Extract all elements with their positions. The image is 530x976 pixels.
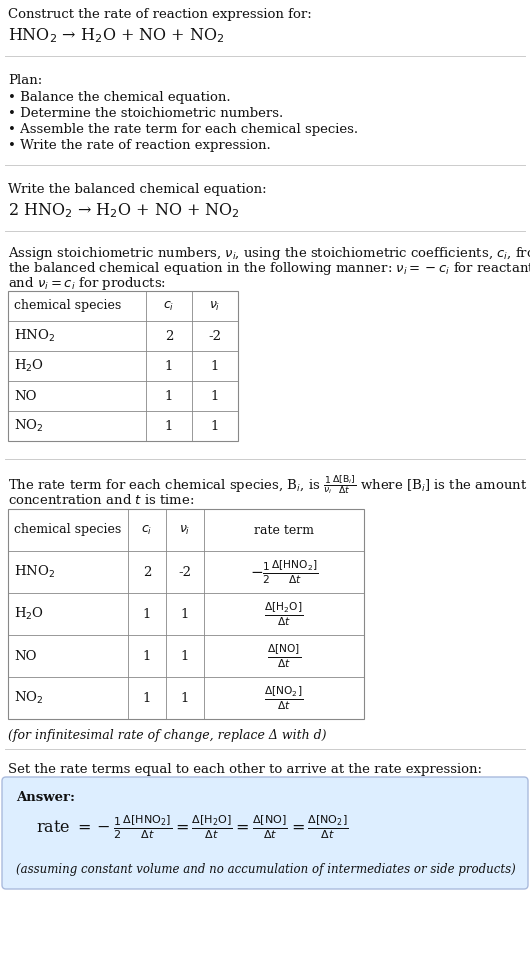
Text: 2: 2 bbox=[165, 330, 173, 343]
Text: HNO$_2$ → H$_2$O + NO + NO$_2$: HNO$_2$ → H$_2$O + NO + NO$_2$ bbox=[8, 26, 225, 45]
Text: NO: NO bbox=[14, 389, 37, 402]
Text: 1: 1 bbox=[181, 692, 189, 705]
Text: HNO$_2$: HNO$_2$ bbox=[14, 564, 55, 580]
Text: and $\nu_i = c_i$ for products:: and $\nu_i = c_i$ for products: bbox=[8, 275, 166, 292]
Text: 1: 1 bbox=[181, 607, 189, 621]
Text: Plan:: Plan: bbox=[8, 74, 42, 87]
Text: 1: 1 bbox=[211, 389, 219, 402]
Text: Assign stoichiometric numbers, $\nu_i$, using the stoichiometric coefficients, $: Assign stoichiometric numbers, $\nu_i$, … bbox=[8, 245, 530, 262]
Text: chemical species: chemical species bbox=[14, 523, 121, 537]
Text: $\frac{\Delta[\mathrm{NO}]}{\Delta t}$: $\frac{\Delta[\mathrm{NO}]}{\Delta t}$ bbox=[267, 642, 301, 670]
Text: 1: 1 bbox=[143, 649, 151, 663]
Text: concentration and $t$ is time:: concentration and $t$ is time: bbox=[8, 493, 195, 507]
Text: 1: 1 bbox=[165, 359, 173, 373]
Text: • Assemble the rate term for each chemical species.: • Assemble the rate term for each chemic… bbox=[8, 123, 358, 136]
Text: 2: 2 bbox=[143, 565, 151, 579]
Text: $c_i$: $c_i$ bbox=[142, 523, 153, 537]
Bar bbox=[8, 291, 238, 441]
Text: H$_2$O: H$_2$O bbox=[14, 606, 44, 622]
Text: 1: 1 bbox=[165, 420, 173, 432]
Text: HNO$_2$: HNO$_2$ bbox=[14, 328, 55, 345]
FancyBboxPatch shape bbox=[2, 777, 528, 889]
Text: NO: NO bbox=[14, 649, 37, 663]
Text: 1: 1 bbox=[211, 420, 219, 432]
Text: • Determine the stoichiometric numbers.: • Determine the stoichiometric numbers. bbox=[8, 107, 283, 120]
Text: Construct the rate of reaction expression for:: Construct the rate of reaction expressio… bbox=[8, 8, 312, 21]
Text: $\frac{\Delta[\mathrm{NO_2}]}{\Delta t}$: $\frac{\Delta[\mathrm{NO_2}]}{\Delta t}$ bbox=[264, 684, 304, 712]
Text: 1: 1 bbox=[143, 692, 151, 705]
Text: $c_i$: $c_i$ bbox=[163, 300, 174, 312]
Text: 1: 1 bbox=[211, 359, 219, 373]
Text: $\frac{\Delta[\mathrm{H_2O}]}{\Delta t}$: $\frac{\Delta[\mathrm{H_2O}]}{\Delta t}$ bbox=[264, 600, 304, 628]
Text: $\nu_i$: $\nu_i$ bbox=[179, 523, 191, 537]
Text: NO$_2$: NO$_2$ bbox=[14, 690, 43, 706]
Text: -2: -2 bbox=[179, 565, 191, 579]
Text: -2: -2 bbox=[208, 330, 222, 343]
Text: H$_2$O: H$_2$O bbox=[14, 358, 44, 374]
Text: Set the rate terms equal to each other to arrive at the rate expression:: Set the rate terms equal to each other t… bbox=[8, 763, 482, 776]
Bar bbox=[8, 509, 364, 719]
Text: Answer:: Answer: bbox=[16, 791, 75, 804]
Text: 2 HNO$_2$ → H$_2$O + NO + NO$_2$: 2 HNO$_2$ → H$_2$O + NO + NO$_2$ bbox=[8, 201, 240, 220]
Text: • Balance the chemical equation.: • Balance the chemical equation. bbox=[8, 91, 231, 104]
Text: rate term: rate term bbox=[254, 523, 314, 537]
Text: chemical species: chemical species bbox=[14, 300, 121, 312]
Text: $\nu_i$: $\nu_i$ bbox=[209, 300, 220, 312]
Text: rate $= -\frac{1}{2}\frac{\Delta[\mathrm{HNO_2}]}{\Delta t} = \frac{\Delta[\math: rate $= -\frac{1}{2}\frac{\Delta[\mathrm… bbox=[36, 813, 349, 841]
Text: Write the balanced chemical equation:: Write the balanced chemical equation: bbox=[8, 183, 267, 196]
Text: $-\frac{1}{2}\frac{\Delta[\mathrm{HNO_2}]}{\Delta t}$: $-\frac{1}{2}\frac{\Delta[\mathrm{HNO_2}… bbox=[250, 558, 319, 586]
Text: 1: 1 bbox=[181, 649, 189, 663]
Text: (for infinitesimal rate of change, replace Δ with d): (for infinitesimal rate of change, repla… bbox=[8, 729, 326, 742]
Text: 1: 1 bbox=[143, 607, 151, 621]
Text: the balanced chemical equation in the following manner: $\nu_i = -c_i$ for react: the balanced chemical equation in the fo… bbox=[8, 260, 530, 277]
Text: • Write the rate of reaction expression.: • Write the rate of reaction expression. bbox=[8, 139, 271, 152]
Text: The rate term for each chemical species, B$_i$, is $\frac{1}{\nu_i}\frac{\Delta[: The rate term for each chemical species,… bbox=[8, 473, 527, 496]
Text: (assuming constant volume and no accumulation of intermediates or side products): (assuming constant volume and no accumul… bbox=[16, 863, 516, 876]
Text: 1: 1 bbox=[165, 389, 173, 402]
Text: NO$_2$: NO$_2$ bbox=[14, 418, 43, 434]
